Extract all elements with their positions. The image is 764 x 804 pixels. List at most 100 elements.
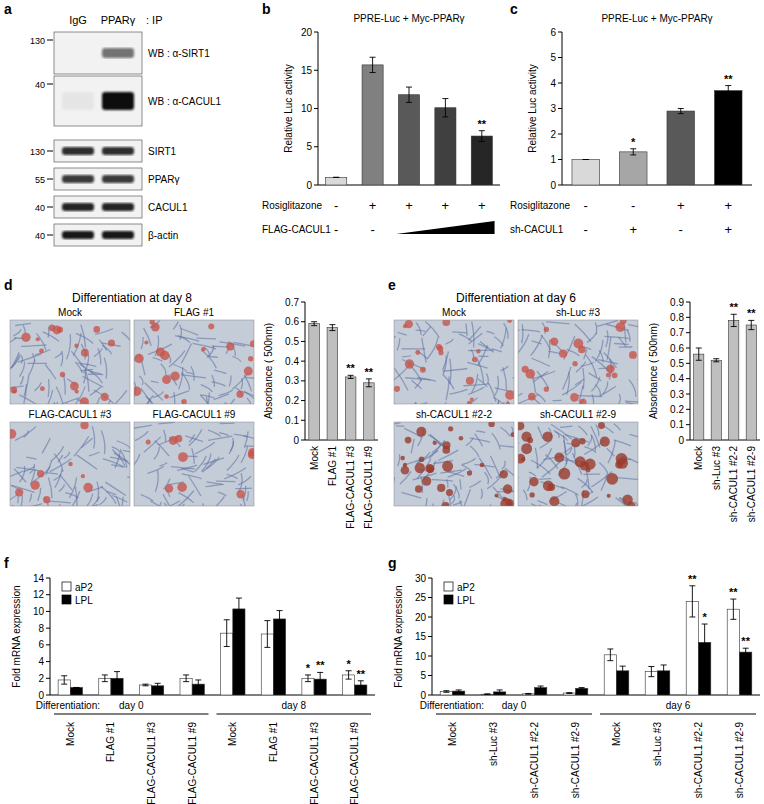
micrograph-texture xyxy=(544,327,549,332)
micrograph-texture xyxy=(214,370,226,374)
micrograph-texture xyxy=(600,386,616,396)
micrograph-texture xyxy=(45,365,56,379)
error-bar xyxy=(305,675,311,682)
micrograph-texture xyxy=(241,378,242,389)
micrograph-texture xyxy=(500,427,510,436)
x-tick-label: FLAG-CACUL1 #9 xyxy=(187,722,198,804)
micrograph-texture xyxy=(435,402,446,404)
micrograph-texture xyxy=(469,326,481,340)
micrograph-texture xyxy=(443,375,454,389)
mw-marker: 130 xyxy=(30,147,45,157)
significance: * xyxy=(703,611,708,623)
y-tick-label: 0.3 xyxy=(670,389,684,400)
micrograph xyxy=(518,422,638,506)
bar xyxy=(481,694,493,695)
micrograph-texture xyxy=(559,350,567,358)
error-bar xyxy=(689,586,695,617)
y-tick-label: 30 xyxy=(415,573,427,584)
micrograph-texture xyxy=(201,503,204,506)
micrograph-texture xyxy=(450,359,451,384)
bar xyxy=(729,320,739,440)
micrograph-texture xyxy=(478,346,488,366)
micrograph-texture xyxy=(164,430,166,442)
micrograph-texture xyxy=(209,356,218,358)
micrograph-texture xyxy=(495,493,499,497)
y-axis xyxy=(318,32,319,185)
micrograph-texture xyxy=(30,480,39,489)
y-tick-label: 10 xyxy=(301,103,313,114)
micrograph-texture xyxy=(415,330,425,331)
micrograph-texture xyxy=(134,387,141,396)
micrograph-bg xyxy=(134,320,254,404)
y-axis xyxy=(562,32,563,185)
micrograph-texture xyxy=(415,379,422,389)
y-tick-label: 5 xyxy=(306,141,312,152)
micrograph-texture xyxy=(546,322,569,324)
x-tick-label: FLAG #1 xyxy=(268,722,279,762)
y-tick-label: 20 xyxy=(301,27,313,38)
bars xyxy=(58,598,367,695)
micrograph-texture xyxy=(77,455,97,469)
error-bar xyxy=(479,131,485,142)
micrograph-texture xyxy=(528,393,536,401)
micrograph-texture xyxy=(19,361,24,376)
micrograph-texture xyxy=(415,485,422,492)
micrograph-texture xyxy=(247,491,249,501)
x-tick-label: FLAG-CACUL1 #3 xyxy=(146,722,157,804)
micrograph-texture xyxy=(492,433,500,449)
micrograph-texture xyxy=(425,321,439,337)
micrograph-texture xyxy=(181,399,186,404)
micrograph-texture xyxy=(452,332,467,333)
micrograph-texture xyxy=(182,474,202,479)
micrograph-texture xyxy=(449,389,467,394)
legend-label: aP2 xyxy=(75,582,93,593)
micrograph-texture xyxy=(48,477,52,498)
marker-tick xyxy=(47,207,53,208)
micrograph-texture xyxy=(629,351,637,359)
condition-sign: - xyxy=(334,198,338,213)
mw-marker: 40 xyxy=(35,80,45,90)
micrograph-texture xyxy=(486,373,488,384)
y-tick-label: 10 xyxy=(33,606,45,617)
micrograph-texture xyxy=(48,379,50,397)
micrograph-texture xyxy=(595,322,597,334)
bar xyxy=(70,687,82,695)
micrograph xyxy=(394,320,514,404)
error-bar xyxy=(696,348,702,360)
micrograph-frame xyxy=(394,320,514,404)
lane-suffix: : IP xyxy=(146,14,163,26)
micrograph-texture xyxy=(403,324,407,328)
blot-band xyxy=(62,92,94,110)
micrograph-texture xyxy=(173,322,178,330)
group-title: Differentiation: xyxy=(420,700,484,711)
micrograph-texture xyxy=(558,503,569,506)
micrograph-texture xyxy=(10,387,17,394)
micrograph-texture xyxy=(181,344,191,364)
micrograph-texture xyxy=(107,491,117,495)
micrograph-texture xyxy=(173,392,175,404)
micrograph-texture xyxy=(233,342,252,345)
micrograph-texture xyxy=(529,477,538,486)
micrograph-texture xyxy=(244,375,251,391)
bar xyxy=(362,65,383,185)
y-axis xyxy=(432,578,433,695)
micrograph-bg xyxy=(394,422,514,506)
micrograph-label: FLAG-CACUL1 #3 xyxy=(29,409,112,420)
micrograph-texture xyxy=(70,382,79,391)
micrograph-texture xyxy=(618,394,620,404)
micrograph-texture xyxy=(23,325,25,333)
micrograph-texture xyxy=(415,463,425,473)
micrograph-texture xyxy=(179,493,194,503)
y-tick xyxy=(46,611,50,612)
micrograph-texture xyxy=(476,349,480,353)
micrograph-texture xyxy=(437,346,443,352)
x-tick-label: FLAG-CACUL1 #9 xyxy=(363,446,374,529)
blot-band xyxy=(62,231,94,239)
micrograph-texture xyxy=(463,384,489,386)
micrograph-texture xyxy=(581,490,589,498)
significance: ** xyxy=(741,635,750,647)
y-tick xyxy=(314,108,318,109)
micrograph-texture xyxy=(235,487,252,489)
blot-row-label: WB : α-CACUL1 xyxy=(148,96,221,107)
y-tick xyxy=(558,108,562,109)
